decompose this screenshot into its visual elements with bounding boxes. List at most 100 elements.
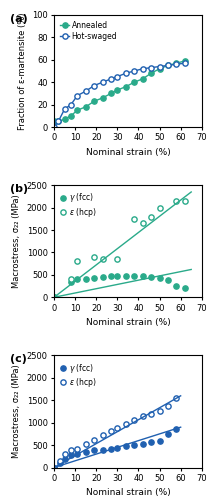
$\varepsilon$ (hcp) [175,395,178,401]
Hot-swaged [175,62,178,68]
$\gamma$ (fcc) [167,277,169,283]
$\varepsilon$ (hcp) [93,254,95,260]
Hot-swaged [167,62,169,68]
$\gamma$ (fcc) [167,431,169,437]
Annealed [150,70,152,76]
$\varepsilon$ (hcp) [76,258,79,264]
$\varepsilon$ (hcp) [150,410,152,416]
Annealed [116,87,119,93]
$\varepsilon$ (hcp) [184,198,186,204]
$\varepsilon$ (hcp) [63,451,66,457]
$\varepsilon$ (hcp) [167,402,169,408]
Y-axis label: Fraction of ε-martensite (%): Fraction of ε-martensite (%) [17,12,27,130]
Hot-swaged [63,106,66,112]
Y-axis label: Macrostress, σ₂₂ (MPa): Macrostress, σ₂₂ (MPa) [12,194,21,288]
$\gamma$ (fcc) [175,283,178,289]
$\gamma$ (fcc) [125,273,127,279]
Hot-swaged [57,118,59,124]
Annealed [84,104,87,110]
$\gamma$ (fcc) [101,446,104,452]
Text: (c): (c) [10,354,27,364]
$\gamma$ (fcc) [53,464,55,470]
$\gamma$ (fcc) [158,438,161,444]
$\varepsilon$ (hcp) [175,198,178,204]
Line: $\varepsilon$ (hcp): $\varepsilon$ (hcp) [51,198,188,300]
Text: (b): (b) [10,184,28,194]
Annealed [110,90,112,96]
$\varepsilon$ (hcp) [53,294,55,300]
Hot-swaged [93,82,95,88]
Hot-swaged [101,79,104,85]
X-axis label: Nominal strain (%): Nominal strain (%) [85,488,170,498]
$\gamma$ (fcc) [93,276,95,281]
$\varepsilon$ (hcp) [116,425,119,431]
$\varepsilon$ (hcp) [70,448,72,454]
Hot-swaged [133,68,135,74]
$\varepsilon$ (hcp) [53,464,55,470]
Hot-swaged [141,66,144,72]
Annealed [141,76,144,82]
$\gamma$ (fcc) [116,272,119,278]
$\varepsilon$ (hcp) [84,441,87,447]
$\varepsilon$ (hcp) [158,408,161,414]
$\varepsilon$ (hcp) [59,458,62,464]
Line: $\gamma$ (fcc): $\gamma$ (fcc) [51,427,179,470]
Hot-swaged [184,60,186,66]
Hot-swaged [70,102,72,107]
$\gamma$ (fcc) [116,445,119,451]
Line: $\gamma$ (fcc): $\gamma$ (fcc) [51,273,188,300]
$\varepsilon$ (hcp) [141,413,144,419]
$\gamma$ (fcc) [141,273,144,279]
Hot-swaged [125,70,127,76]
Hot-swaged [158,64,161,70]
$\varepsilon$ (hcp) [158,204,161,210]
$\varepsilon$ (hcp) [125,422,127,428]
Legend: $\gamma$ (fcc), $\varepsilon$ (hcp): $\gamma$ (fcc), $\varepsilon$ (hcp) [58,360,99,392]
$\varepsilon$ (hcp) [116,256,119,262]
$\gamma$ (fcc) [84,450,87,456]
$\gamma$ (fcc) [63,456,66,462]
X-axis label: Nominal strain (%): Nominal strain (%) [85,148,170,157]
$\gamma$ (fcc) [76,450,79,456]
$\varepsilon$ (hcp) [110,428,112,434]
Annealed [125,84,127,89]
$\gamma$ (fcc) [184,286,186,292]
Annealed [184,58,186,64]
Annealed [93,98,95,104]
$\varepsilon$ (hcp) [133,216,135,222]
Line: Hot-swaged: Hot-swaged [51,60,188,130]
$\gamma$ (fcc) [133,442,135,448]
Text: (a): (a) [10,14,27,24]
$\gamma$ (fcc) [175,426,178,432]
Hot-swaged [150,64,152,70]
Annealed [158,66,161,72]
Annealed [167,62,169,68]
X-axis label: Nominal strain (%): Nominal strain (%) [85,318,170,327]
$\varepsilon$ (hcp) [101,256,104,262]
$\gamma$ (fcc) [133,272,135,278]
Legend: $\gamma$ (fcc), $\varepsilon$ (hcp): $\gamma$ (fcc), $\varepsilon$ (hcp) [58,189,99,221]
$\gamma$ (fcc) [53,294,55,300]
Annealed [101,95,104,101]
$\varepsilon$ (hcp) [70,276,72,282]
$\gamma$ (fcc) [101,274,104,280]
Annealed [133,79,135,85]
$\gamma$ (fcc) [93,448,95,454]
$\gamma$ (fcc) [70,278,72,284]
Hot-swaged [116,74,119,80]
Annealed [57,118,59,124]
$\gamma$ (fcc) [110,273,112,279]
$\varepsilon$ (hcp) [101,432,104,438]
$\gamma$ (fcc) [70,452,72,458]
$\gamma$ (fcc) [84,276,87,282]
Annealed [53,118,55,124]
Annealed [175,60,178,66]
Y-axis label: Macrostress, σ₂₂ (MPa): Macrostress, σ₂₂ (MPa) [12,364,21,458]
$\varepsilon$ (hcp) [133,418,135,424]
$\varepsilon$ (hcp) [141,220,144,226]
$\varepsilon$ (hcp) [150,214,152,220]
Hot-swaged [76,92,79,98]
Annealed [63,116,66,122]
$\gamma$ (fcc) [125,443,127,449]
Line: $\varepsilon$ (hcp): $\varepsilon$ (hcp) [51,396,179,470]
